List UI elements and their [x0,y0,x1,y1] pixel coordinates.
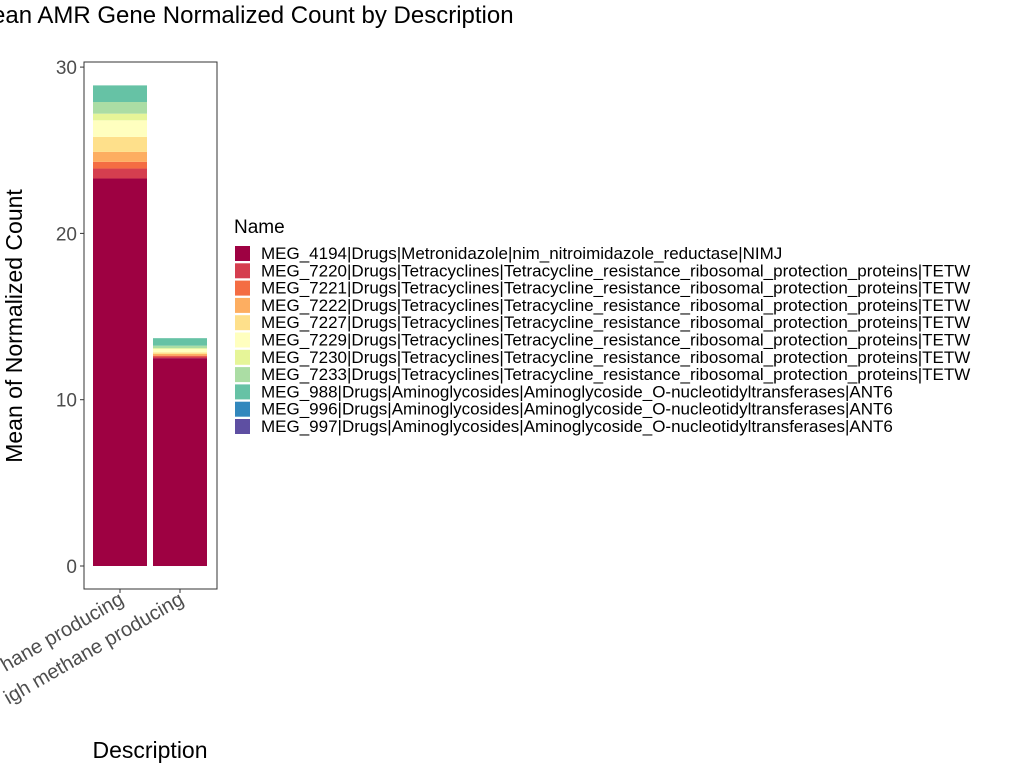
bar-segment-0-7 [93,102,147,114]
legend-label-0: MEG_4194|Drugs|Metronidazole|nim_nitroim… [261,244,782,263]
bar-segment-0-4 [93,136,147,152]
legend-label-2: MEG_7221|Drugs|Tetracyclines|Tetracyclin… [261,279,970,298]
bar-segment-1-0 [153,358,207,567]
legend-label-9: MEG_996|Drugs|Aminoglycosides|Aminoglyco… [261,400,893,419]
legend-swatch-5 [235,332,250,348]
legend-label-10: MEG_997|Drugs|Aminoglycosides|Aminoglyco… [261,417,893,436]
legend-swatch-6 [235,349,250,365]
legend-label-8: MEG_988|Drugs|Aminoglycosides|Aminoglyco… [261,382,893,401]
bar-segment-0-3 [93,151,147,162]
legend-swatch-10 [235,419,250,434]
bar-segment-0-5 [93,120,147,137]
plot-panel-border [83,61,218,590]
legend-swatch-4 [235,315,250,331]
legend-label-6: MEG_7230|Drugs|Tetracyclines|Tetracyclin… [261,348,970,367]
y-tick-label-3: 30 [56,58,77,79]
legend-label-5: MEG_7229|Drugs|Tetracyclines|Tetracyclin… [261,331,970,350]
legend-swatch-7 [235,367,250,383]
bar-segment-0-2 [93,161,147,169]
legend-swatch-8 [235,384,250,400]
legend-swatch-1 [235,263,250,279]
legend-label-3: MEG_7222|Drugs|Tetracyclines|Tetracyclin… [261,296,970,315]
legend-swatch-3 [235,297,250,313]
bar-segment-0-6 [93,113,147,121]
y-axis: 0 10 20 30 [56,58,84,578]
y-tick-label-0: 0 [66,557,77,578]
legend-label-4: MEG_7227|Drugs|Tetracyclines|Tetracyclin… [261,313,970,332]
legend-swatch-9 [235,401,250,417]
bar-segment-1-1 [153,356,207,359]
legend-swatch-2 [235,280,250,296]
bar-segment-1-8 [153,338,207,346]
bar-segment-1-4 [153,352,207,354]
bar-segment-1-6 [153,348,207,349]
legend-label-1: MEG_7220|Drugs|Tetracyclines|Tetracyclin… [261,261,970,280]
legend-swatch-0 [235,246,250,261]
bar-segment-1-2 [153,355,207,357]
y-tick-label-2: 20 [56,224,77,245]
legend-title: Name [234,217,285,238]
y-tick-label-1: 10 [56,391,77,412]
bar-segment-0-1 [93,168,147,179]
bar-segment-1-5 [153,348,207,353]
x-axis-title: Description [92,737,207,763]
y-axis-title: Mean of Normalized Count [1,189,27,463]
bar-segment-0-8 [93,85,147,103]
legend: MEG_4194|Drugs|Metronidazole|nim_nitroim… [235,244,970,436]
bar-segment-1-3 [153,353,207,356]
chart-title: ean AMR Gene Normalized Count by Descrip… [0,2,514,29]
legend-label-7: MEG_7233|Drugs|Tetracyclines|Tetracyclin… [261,365,970,384]
bar-segment-0-0 [93,178,147,566]
bars-layer [93,85,207,567]
bar-segment-1-7 [153,345,207,349]
